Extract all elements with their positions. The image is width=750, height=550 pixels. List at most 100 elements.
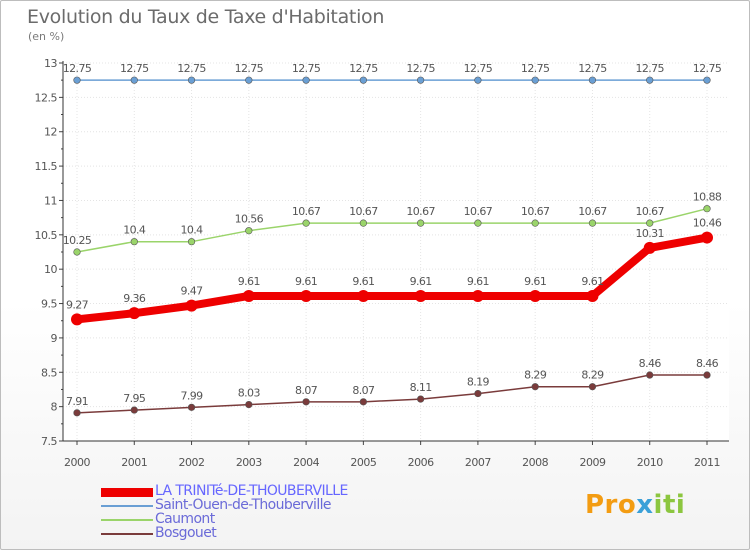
data-label: 10.67 [521,205,550,218]
proxiti-logo: Proxiti [585,490,686,520]
data-label: 9.61 [410,275,432,288]
series-line-bosgouet [76,374,708,414]
y-tick-label: 11 [44,194,57,207]
data-point [359,219,367,227]
data-point [245,76,253,84]
data-label: 8.46 [696,357,719,370]
data-point [588,76,597,84]
data-point [73,409,81,417]
data-point [417,219,425,227]
data-point [185,299,198,312]
data-label: 12.75 [63,62,92,75]
data-label: 9.61 [524,275,546,288]
data-point [242,289,255,302]
data-point [643,241,656,254]
data-label: 10.67 [406,205,435,218]
data-point [701,231,713,244]
legend-swatch [101,505,153,507]
data-label: 10.4 [180,224,203,237]
data-label: 8.29 [581,369,604,382]
data-label: 8.29 [524,369,547,382]
data-label: 10.46 [693,217,722,230]
data-point [414,289,427,302]
data-point [359,398,367,406]
data-label: 8.19 [467,376,490,389]
data-label: 9.61 [467,275,489,288]
data-point [474,389,482,398]
data-point [130,76,138,84]
data-label: 9.61 [581,275,603,288]
data-label: 10.67 [292,205,321,218]
data-point [357,289,370,302]
legend-label: Caumont [155,511,215,527]
data-point [531,219,539,227]
data-point [73,248,81,256]
data-label: 12.75 [635,62,664,75]
plot-area [63,63,729,441]
legend-item: Saint-Ouen-de-Thouberville [101,497,421,513]
data-label: 12.75 [521,62,550,75]
x-tick-label: 2010 [637,456,663,469]
data-label: 7.95 [123,392,146,405]
data-point [187,238,196,246]
y-axis-unit: (en %) [28,30,65,43]
data-label: 10.25 [63,234,92,247]
data-point [187,76,196,84]
data-label: 7.99 [180,389,203,402]
data-label: 9.36 [123,292,146,305]
legend-swatch [101,533,153,535]
data-label: 8.11 [410,381,432,394]
data-label: 10.31 [635,227,664,240]
data-point [359,76,367,84]
data-point [531,76,539,84]
x-tick-label: 2000 [64,456,90,469]
data-label: 8.07 [352,384,375,397]
y-tick-label: 10.5 [35,229,58,242]
data-point [471,289,484,302]
data-point [703,205,711,213]
data-point [71,313,83,326]
x-tick-label: 2007 [465,456,491,469]
data-label: 12.75 [235,62,264,75]
legend-item: Bosgouet [101,525,421,541]
data-label: 8.07 [295,384,318,397]
data-point [417,76,425,84]
data-label: 9.61 [238,275,260,288]
data-point [703,371,711,379]
data-label: 9.61 [352,275,374,288]
data-label: 12.75 [177,62,206,75]
data-point [586,289,599,302]
data-point [474,76,482,84]
legend-swatch [101,519,153,521]
data-point [187,403,196,411]
data-label: 12.75 [693,62,722,75]
data-label: 10.67 [578,205,607,218]
legend-item: Caumont [101,511,421,527]
data-point [130,406,138,414]
data-point [474,219,482,227]
data-point [300,289,313,302]
data-label: 12.75 [292,62,321,75]
y-tick-label: 12.5 [35,91,58,104]
data-label: 9.27 [66,298,89,311]
x-tick-label: 2003 [236,456,262,469]
data-label: 10.67 [349,205,378,218]
data-point [73,76,81,84]
x-tick-label: 2001 [121,456,147,469]
data-label: 12.75 [120,62,149,75]
data-label: 8.46 [639,357,662,370]
data-point [302,76,310,84]
data-label: 10.56 [235,213,264,226]
legend-label: LA TRINITé-DE-THOUBERVILLE [155,483,348,499]
data-point [646,76,654,84]
x-tick-label: 2008 [522,456,548,469]
data-point [646,219,654,227]
data-label: 12.75 [578,62,607,75]
data-label: 9.61 [295,275,317,288]
legend: LA TRINITé-DE-THOUBERVILLE Saint-Ouen-de-… [101,483,421,541]
data-label: 12.75 [349,62,378,75]
data-point [588,219,597,227]
x-tick-label: 2006 [408,456,434,469]
data-point [588,383,597,391]
